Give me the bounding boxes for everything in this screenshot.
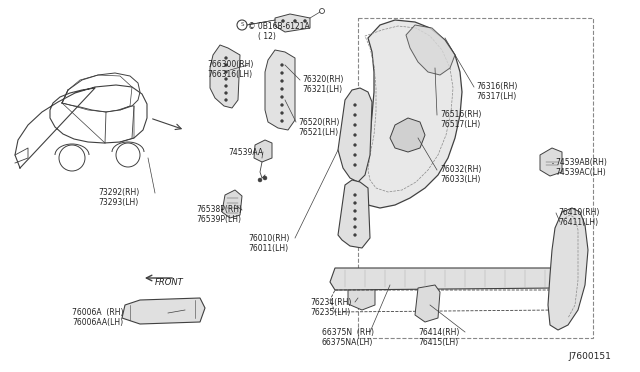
Circle shape	[353, 164, 356, 167]
Text: 73293(LH): 73293(LH)	[98, 198, 138, 207]
Polygon shape	[122, 298, 205, 324]
Text: 74539AA: 74539AA	[228, 148, 263, 157]
Text: 76521(LH): 76521(LH)	[298, 128, 338, 137]
Circle shape	[280, 64, 284, 67]
Text: 76316(RH): 76316(RH)	[476, 82, 517, 91]
Circle shape	[225, 99, 227, 102]
Circle shape	[353, 113, 356, 116]
Circle shape	[303, 19, 307, 22]
Polygon shape	[254, 140, 272, 162]
Polygon shape	[330, 268, 560, 290]
Circle shape	[280, 80, 284, 83]
Text: 66375NA(LH): 66375NA(LH)	[322, 338, 373, 347]
Text: 73292(RH): 73292(RH)	[98, 188, 140, 197]
Circle shape	[353, 193, 356, 196]
Polygon shape	[210, 45, 240, 108]
Text: 76032(RH): 76032(RH)	[440, 165, 481, 174]
Polygon shape	[222, 190, 242, 218]
Circle shape	[280, 87, 284, 90]
Polygon shape	[548, 208, 588, 330]
Text: 76235(LH): 76235(LH)	[310, 308, 350, 317]
Polygon shape	[415, 285, 440, 322]
Circle shape	[353, 144, 356, 147]
Circle shape	[353, 225, 356, 228]
Polygon shape	[348, 278, 375, 310]
Circle shape	[225, 71, 227, 74]
Circle shape	[280, 103, 284, 106]
Text: 76010(RH): 76010(RH)	[248, 234, 289, 243]
Circle shape	[353, 134, 356, 137]
Polygon shape	[338, 88, 372, 182]
Text: 766300(RH): 766300(RH)	[207, 60, 253, 69]
Text: 76317(LH): 76317(LH)	[476, 92, 516, 101]
Circle shape	[225, 92, 227, 94]
Text: 76033(LH): 76033(LH)	[440, 175, 481, 184]
Text: 76410(RH): 76410(RH)	[558, 208, 600, 217]
Text: 76539P(LH): 76539P(LH)	[196, 215, 241, 224]
Text: © 0B16B-6121A: © 0B16B-6121A	[248, 22, 310, 31]
Circle shape	[353, 209, 356, 212]
Text: 76011(LH): 76011(LH)	[248, 244, 288, 253]
Circle shape	[263, 176, 267, 180]
Polygon shape	[358, 20, 462, 208]
Polygon shape	[406, 25, 455, 75]
Text: 76414(RH): 76414(RH)	[418, 328, 460, 337]
Text: 74539AB(RH): 74539AB(RH)	[555, 158, 607, 167]
Text: 76234(RH): 76234(RH)	[310, 298, 351, 307]
Polygon shape	[265, 50, 295, 130]
Polygon shape	[390, 118, 425, 152]
Circle shape	[294, 19, 296, 22]
Text: ( 12): ( 12)	[258, 32, 276, 41]
Circle shape	[353, 202, 356, 205]
Circle shape	[225, 77, 227, 80]
Text: 766316(LH): 766316(LH)	[207, 70, 252, 79]
Text: 76006A  (RH): 76006A (RH)	[72, 308, 124, 317]
Circle shape	[225, 64, 227, 67]
Circle shape	[280, 96, 284, 99]
Text: 76538P(RH): 76538P(RH)	[196, 205, 242, 214]
Text: 74539AC(LH): 74539AC(LH)	[555, 168, 605, 177]
Bar	[358, 18, 593, 338]
Text: 66375N  (RH): 66375N (RH)	[322, 328, 374, 337]
Text: 76517(LH): 76517(LH)	[440, 120, 480, 129]
Circle shape	[282, 19, 285, 22]
Text: 76516(RH): 76516(RH)	[440, 110, 481, 119]
Text: S: S	[240, 22, 244, 28]
Circle shape	[353, 103, 356, 106]
Circle shape	[280, 71, 284, 74]
Text: 76411(LH): 76411(LH)	[558, 218, 598, 227]
Text: J7600151: J7600151	[568, 352, 611, 361]
Polygon shape	[275, 14, 310, 32]
Circle shape	[353, 124, 356, 126]
Text: 76520(RH): 76520(RH)	[298, 118, 339, 127]
Polygon shape	[338, 180, 370, 248]
Circle shape	[225, 84, 227, 87]
Polygon shape	[540, 148, 562, 176]
Circle shape	[258, 178, 262, 182]
Text: 76320(RH): 76320(RH)	[302, 75, 344, 84]
Circle shape	[280, 119, 284, 122]
Text: 76321(LH): 76321(LH)	[302, 85, 342, 94]
Circle shape	[280, 112, 284, 115]
Text: 76006AA(LH): 76006AA(LH)	[72, 318, 123, 327]
Text: 76415(LH): 76415(LH)	[418, 338, 458, 347]
Circle shape	[225, 57, 227, 60]
Circle shape	[353, 154, 356, 157]
Circle shape	[353, 218, 356, 221]
Circle shape	[353, 234, 356, 237]
Text: FRONT: FRONT	[155, 278, 184, 287]
